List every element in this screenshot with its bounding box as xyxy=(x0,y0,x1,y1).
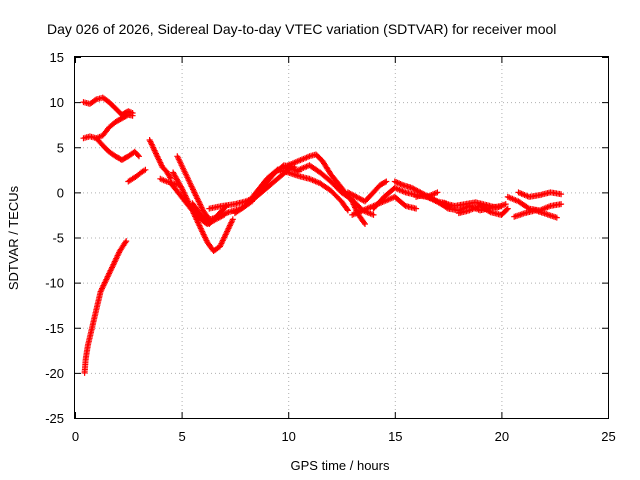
x-axis-label: GPS time / hours xyxy=(291,458,390,473)
y-tick-label: -10 xyxy=(45,276,64,291)
series-track-28 xyxy=(413,192,454,209)
y-tick-label: 10 xyxy=(50,95,64,110)
series-track-4 xyxy=(93,135,142,163)
series-track-27 xyxy=(511,207,560,221)
series-track-24 xyxy=(455,202,511,218)
plus-markers xyxy=(413,192,454,209)
plus-markers xyxy=(125,166,149,185)
plus-markers xyxy=(515,189,565,200)
x-tick-label: 0 xyxy=(72,429,79,444)
y-axis-label: SDTVAR / TECUs xyxy=(6,185,21,290)
x-tick-label: 20 xyxy=(495,429,509,444)
series-track-5 xyxy=(125,166,149,185)
series-track-9 xyxy=(174,153,219,223)
plus-markers xyxy=(93,135,142,163)
plot-frame xyxy=(74,56,609,419)
plus-markers xyxy=(455,202,511,218)
data-marks xyxy=(80,94,565,376)
series-track-10 xyxy=(167,180,236,254)
x-tick-label: 10 xyxy=(281,429,295,444)
x-tick-label: 5 xyxy=(178,429,185,444)
y-tick-label: -15 xyxy=(45,321,64,336)
y-tick-label: -5 xyxy=(52,231,64,246)
plus-markers xyxy=(344,178,390,205)
x-tick-label: 25 xyxy=(601,429,615,444)
series-track-6 xyxy=(146,137,174,182)
plus-markers xyxy=(274,166,351,214)
y-tick-label: 0 xyxy=(57,185,64,200)
grid xyxy=(75,57,608,418)
plus-markers xyxy=(167,180,236,254)
plus-markers xyxy=(146,137,174,182)
y-tick-label: -25 xyxy=(45,411,64,426)
x-tick-label: 15 xyxy=(388,429,402,444)
y-tick-label: 15 xyxy=(50,50,64,65)
series-track-2 xyxy=(80,94,136,118)
series-track-15 xyxy=(274,166,351,214)
series-track-3 xyxy=(80,111,136,142)
plus-markers xyxy=(80,111,136,142)
y-tick-label: 5 xyxy=(57,140,64,155)
series-track-18 xyxy=(344,178,390,205)
plus-markers xyxy=(81,238,130,376)
plus-markers xyxy=(80,94,136,118)
series-track-1 xyxy=(81,238,130,376)
series-track-26 xyxy=(515,189,565,200)
chart-title: Day 026 of 2026, Sidereal Day-to-day VTE… xyxy=(47,21,556,37)
axis-ticks: 0 5 10 15 20 25 -25 -20 -15 -10 -5 0 5 10 15 xyxy=(45,50,616,444)
plus-markers xyxy=(174,153,219,223)
plus-markers xyxy=(511,207,560,221)
y-tick-label: -20 xyxy=(45,366,64,381)
